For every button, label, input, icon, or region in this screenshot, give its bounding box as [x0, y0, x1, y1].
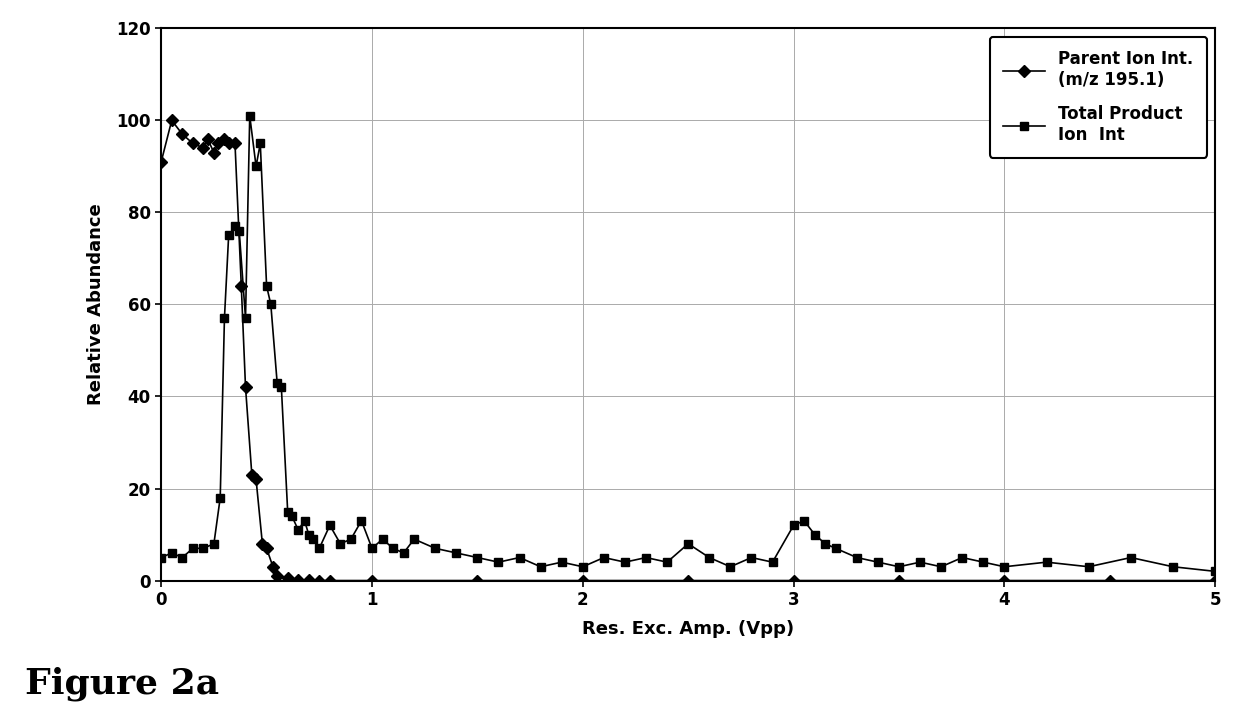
Total Product
Ion  Int: [892, 562, 906, 571]
Parent Ion Int.
(m/z 195.1): [892, 576, 906, 585]
Parent Ion Int.
(m/z 195.1): [221, 139, 236, 147]
Parent Ion Int.
(m/z 195.1): [164, 116, 180, 125]
Parent Ion Int.
(m/z 195.1): [228, 139, 243, 147]
Line: Parent Ion Int.
(m/z 195.1): Parent Ion Int. (m/z 195.1): [157, 116, 1219, 585]
Total Product
Ion  Int: [154, 554, 169, 562]
Parent Ion Int.
(m/z 195.1): [280, 574, 295, 583]
Parent Ion Int.
(m/z 195.1): [234, 282, 249, 290]
Parent Ion Int.
(m/z 195.1): [322, 576, 337, 585]
Total Product
Ion  Int: [270, 378, 285, 387]
Parent Ion Int.
(m/z 195.1): [470, 576, 485, 585]
Total Product
Ion  Int: [228, 222, 243, 230]
Parent Ion Int.
(m/z 195.1): [270, 572, 285, 581]
Legend: Parent Ion Int.
(m/z 195.1), Total Product
Ion  Int: Parent Ion Int. (m/z 195.1), Total Produ…: [990, 37, 1207, 158]
Parent Ion Int.
(m/z 195.1): [206, 148, 222, 156]
Y-axis label: Relative Abundance: Relative Abundance: [87, 204, 105, 405]
Parent Ion Int.
(m/z 195.1): [259, 544, 274, 552]
Parent Ion Int.
(m/z 195.1): [301, 576, 316, 584]
Text: Figure 2a: Figure 2a: [25, 666, 219, 701]
Parent Ion Int.
(m/z 195.1): [244, 470, 259, 479]
Parent Ion Int.
(m/z 195.1): [1208, 576, 1223, 585]
Parent Ion Int.
(m/z 195.1): [200, 135, 215, 143]
Parent Ion Int.
(m/z 195.1): [249, 475, 264, 484]
Parent Ion Int.
(m/z 195.1): [265, 562, 280, 571]
Parent Ion Int.
(m/z 195.1): [312, 576, 327, 585]
Parent Ion Int.
(m/z 195.1): [255, 539, 270, 548]
Parent Ion Int.
(m/z 195.1): [1102, 576, 1117, 585]
Parent Ion Int.
(m/z 195.1): [211, 139, 226, 147]
Line: Total Product
Ion  Int: Total Product Ion Int: [157, 112, 1219, 576]
Total Product
Ion  Int: [913, 558, 928, 566]
Parent Ion Int.
(m/z 195.1): [238, 383, 253, 392]
Total Product
Ion  Int: [298, 517, 312, 525]
Parent Ion Int.
(m/z 195.1): [217, 135, 232, 143]
Parent Ion Int.
(m/z 195.1): [997, 576, 1012, 585]
Total Product
Ion  Int: [242, 112, 257, 120]
X-axis label: Res. Exc. Amp. (Vpp): Res. Exc. Amp. (Vpp): [582, 620, 795, 638]
Parent Ion Int.
(m/z 195.1): [290, 576, 306, 584]
Parent Ion Int.
(m/z 195.1): [365, 576, 379, 585]
Parent Ion Int.
(m/z 195.1): [175, 130, 190, 138]
Parent Ion Int.
(m/z 195.1): [575, 576, 590, 585]
Parent Ion Int.
(m/z 195.1): [786, 576, 801, 585]
Total Product
Ion  Int: [1208, 567, 1223, 576]
Parent Ion Int.
(m/z 195.1): [154, 158, 169, 166]
Total Product
Ion  Int: [512, 554, 527, 562]
Parent Ion Int.
(m/z 195.1): [681, 576, 696, 585]
Parent Ion Int.
(m/z 195.1): [186, 139, 201, 147]
Parent Ion Int.
(m/z 195.1): [196, 144, 211, 152]
